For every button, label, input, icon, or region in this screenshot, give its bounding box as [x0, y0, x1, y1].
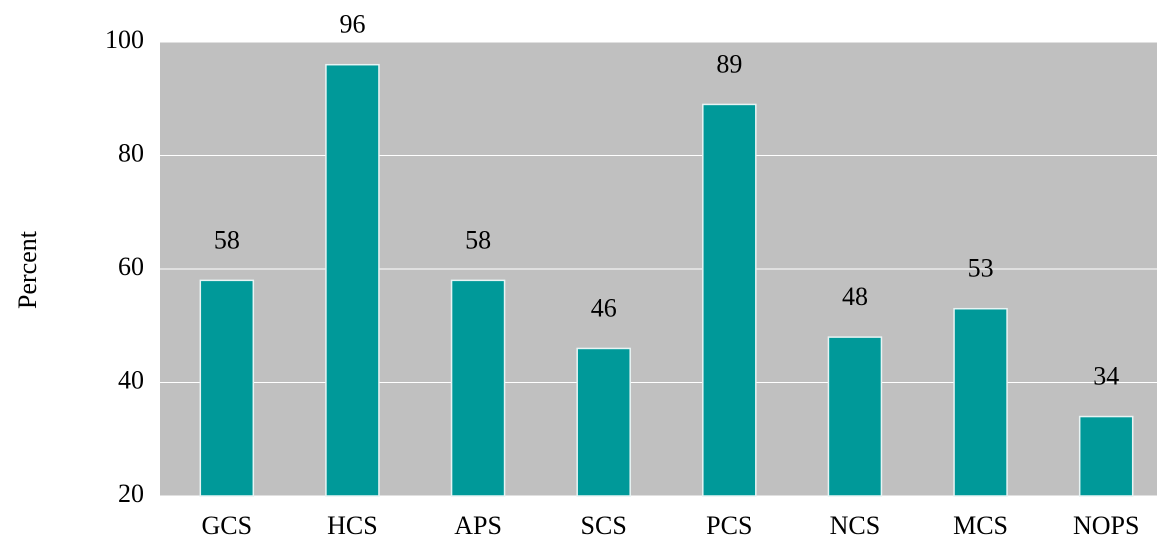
- y-tick-label: 20: [118, 479, 144, 508]
- x-tick-label: HCS: [327, 511, 378, 540]
- bar: [953, 307, 1008, 497]
- x-tick-label: NOPS: [1073, 511, 1139, 540]
- bar: [325, 63, 380, 497]
- bar: [1078, 415, 1134, 497]
- data-label: 53: [968, 254, 994, 283]
- x-tick-label: NCS: [830, 511, 881, 540]
- x-tick-label: APS: [454, 511, 502, 540]
- y-tick-label: 80: [118, 138, 144, 167]
- data-label: 48: [842, 282, 868, 311]
- y-axis-label: Percent: [13, 230, 42, 309]
- bar: [450, 279, 506, 497]
- data-label: 58: [465, 225, 491, 254]
- data-label: 89: [716, 49, 742, 78]
- data-label: 58: [214, 225, 240, 254]
- x-tick-label: PCS: [706, 511, 752, 540]
- bar: [702, 103, 757, 497]
- y-tick-label: 100: [105, 25, 144, 54]
- y-tick-label: 60: [118, 252, 144, 281]
- data-label: 96: [339, 10, 365, 39]
- bar: [827, 336, 883, 497]
- x-tick-label: SCS: [581, 511, 627, 540]
- bar: [576, 347, 631, 497]
- x-tick-label: GCS: [202, 511, 253, 540]
- data-label: 46: [591, 293, 617, 322]
- y-tick-label: 40: [118, 365, 144, 394]
- bar: [199, 279, 255, 497]
- x-tick-label: MCS: [953, 511, 1008, 540]
- data-label: 34: [1093, 362, 1119, 391]
